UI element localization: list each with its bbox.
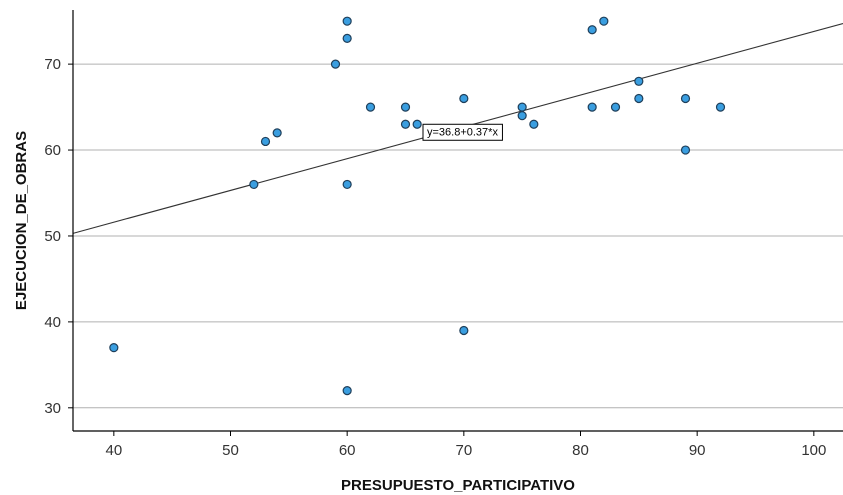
fit-equation-label: y=36.8+0.37*x [427, 126, 498, 138]
data-point-22 [610, 102, 621, 112]
data-point-27 [715, 102, 726, 112]
data-point-8 [342, 179, 352, 190]
fit-equation-box: y=36.8+0.37*x [422, 123, 503, 141]
data-point-1 [109, 343, 119, 353]
x-tick-label-100: 100 [801, 442, 826, 459]
y-tick-label-50: 50 [44, 228, 61, 245]
data-point-13 [412, 119, 422, 129]
data-point-12 [400, 119, 411, 129]
x-tick-label-40: 40 [105, 442, 122, 459]
fit-equation-box-frame [422, 123, 503, 141]
data-points [109, 16, 726, 396]
y-tick-label-60: 60 [44, 142, 61, 159]
y-tick-label-30: 30 [44, 400, 61, 417]
data-point-6 [342, 16, 352, 26]
data-point-14 [459, 93, 469, 104]
y-tick-label-70: 70 [44, 56, 61, 73]
data-point-20 [599, 16, 609, 26]
data-point-4 [272, 128, 282, 138]
data-point-23 [634, 76, 644, 86]
data-point-3 [260, 136, 271, 147]
x-tick-label-70: 70 [455, 442, 472, 459]
data-point-15 [459, 325, 469, 336]
data-point-5 [330, 59, 341, 69]
data-point-25 [680, 93, 691, 104]
data-point-21 [587, 102, 597, 112]
data-point-19 [587, 25, 597, 35]
axes [72, 10, 843, 432]
data-point-26 [680, 145, 691, 155]
data-point-9 [342, 386, 352, 396]
tick-labels: 40 50 60 70 80 90 100 30 40 50 60 70 [44, 56, 826, 459]
x-tick-label-50: 50 [222, 442, 239, 459]
data-point-24 [634, 93, 644, 104]
x-tick-label-80: 80 [572, 442, 589, 459]
x-tick-label-60: 60 [339, 442, 356, 459]
data-point-16 [517, 102, 527, 112]
data-point-7 [342, 33, 352, 43]
y-tick-label-40: 40 [44, 314, 61, 331]
data-point-17 [517, 111, 527, 121]
y-axis-title: EJECUCION_DE_OBRAS [13, 131, 30, 310]
data-point-11 [400, 102, 411, 112]
data-point-10 [365, 102, 376, 112]
x-axis-title: PRESUPUESTO_PARTICIPATIVO [341, 477, 575, 494]
x-tick-label-90: 90 [689, 442, 706, 459]
data-point-18 [529, 119, 539, 129]
grid-lines [73, 63, 843, 409]
data-point-2 [249, 179, 259, 190]
